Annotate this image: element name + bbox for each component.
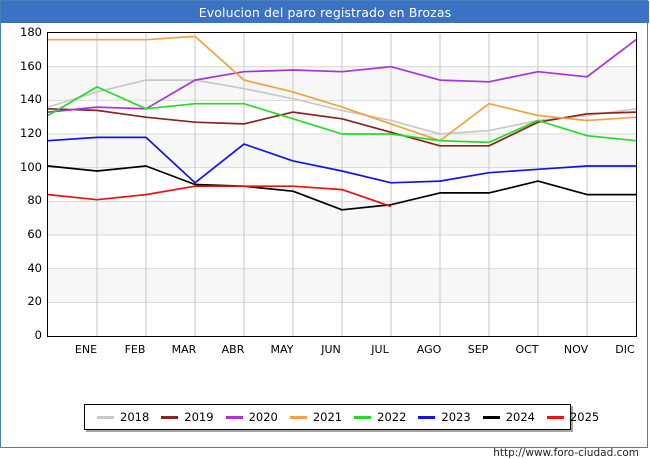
- x-tick-SEP: SEP: [467, 343, 489, 356]
- legend-label-2025: 2025: [569, 410, 600, 424]
- window-title-bar: Evolucion del paro registrado en Brozas: [1, 1, 649, 23]
- legend-swatch-2023: [418, 415, 436, 419]
- series-line-2025: [48, 185, 392, 208]
- legend[interactable]: 2018 2019 2020 2021 2022 2023 2024 2025: [84, 404, 599, 430]
- legend-swatch-2021: [289, 415, 307, 419]
- y-tick-140: 140: [20, 92, 42, 107]
- legend-swatch-2019: [161, 415, 179, 419]
- legend-label-2024: 2024: [505, 410, 535, 424]
- series-line-2019: [48, 107, 636, 147]
- x-tick-JUL: JUL: [371, 343, 389, 356]
- legend-swatch-2022: [354, 415, 372, 419]
- legend-item-2022[interactable]: 2022: [354, 410, 406, 424]
- legend-item-2020[interactable]: 2020: [225, 410, 278, 424]
- legend-item-2019[interactable]: 2019: [161, 410, 214, 424]
- x-tick-MAR: MAR: [171, 343, 197, 356]
- x-tick-NOV: NOV: [563, 343, 589, 356]
- legend-swatch-2018: [97, 415, 114, 419]
- legend-swatch-2025: [546, 415, 564, 419]
- y-tick-120: 120: [20, 126, 42, 140]
- x-tick-DIC: DIC: [615, 343, 635, 356]
- legend-label-2020: 2020: [248, 410, 278, 424]
- y-tick-80: 80: [27, 193, 42, 208]
- legend-label-2019: 2019: [184, 410, 214, 424]
- legend-item-2025[interactable]: 2025: [546, 410, 600, 424]
- legend-item-2021[interactable]: 2021: [289, 410, 343, 424]
- plot-region: [47, 32, 637, 337]
- legend-label-2018: 2018: [120, 410, 150, 424]
- x-tick-OCT: OCT: [515, 343, 539, 356]
- series-lines: [48, 33, 636, 336]
- page-title: Evolucion del paro registrado en Brozas: [198, 4, 452, 20]
- x-tick-AGO: AGO: [416, 343, 442, 356]
- legend-label-2023: 2023: [441, 410, 471, 424]
- series-line-2022: [48, 86, 636, 144]
- y-tick-0: 0: [34, 328, 42, 342]
- x-tick-ABR: ABR: [221, 343, 245, 356]
- legend-item-2018[interactable]: 2018: [97, 410, 149, 424]
- series-line-2024: [48, 165, 636, 211]
- legend-item-2023[interactable]: 2023: [418, 410, 471, 424]
- y-tick-20: 20: [27, 294, 42, 309]
- x-tick-JUN: JUN: [321, 343, 341, 356]
- source-url: http://www.foro-ciudad.com: [493, 447, 639, 459]
- series-line-2021: [48, 35, 636, 142]
- legend-swatch-2024: [482, 415, 500, 419]
- y-tick-40: 40: [27, 260, 42, 275]
- y-tick-180: 180: [20, 25, 42, 39]
- x-tick-MAY: MAY: [270, 343, 294, 356]
- legend-label-2021: 2021: [312, 410, 343, 424]
- legend-label-2022: 2022: [377, 410, 407, 424]
- y-tick-160: 160: [20, 58, 42, 73]
- x-tick-FEB: FEB: [124, 343, 146, 356]
- x-tick-ENE: ENE: [74, 343, 98, 356]
- series-line-2023: [48, 136, 636, 184]
- y-axis-tick-labels: 0 20 40 60 80 100 120 140 160 180: [1, 23, 47, 449]
- y-tick-100: 100: [20, 159, 42, 174]
- chart-area: 0 20 40 60 80 100 120 140 160 180 ENE FEB MAR ABR MAY…: [1, 23, 649, 459]
- legend-item-2024[interactable]: 2024: [482, 410, 535, 424]
- legend-swatch-2020: [225, 415, 243, 419]
- y-tick-60: 60: [27, 227, 42, 241]
